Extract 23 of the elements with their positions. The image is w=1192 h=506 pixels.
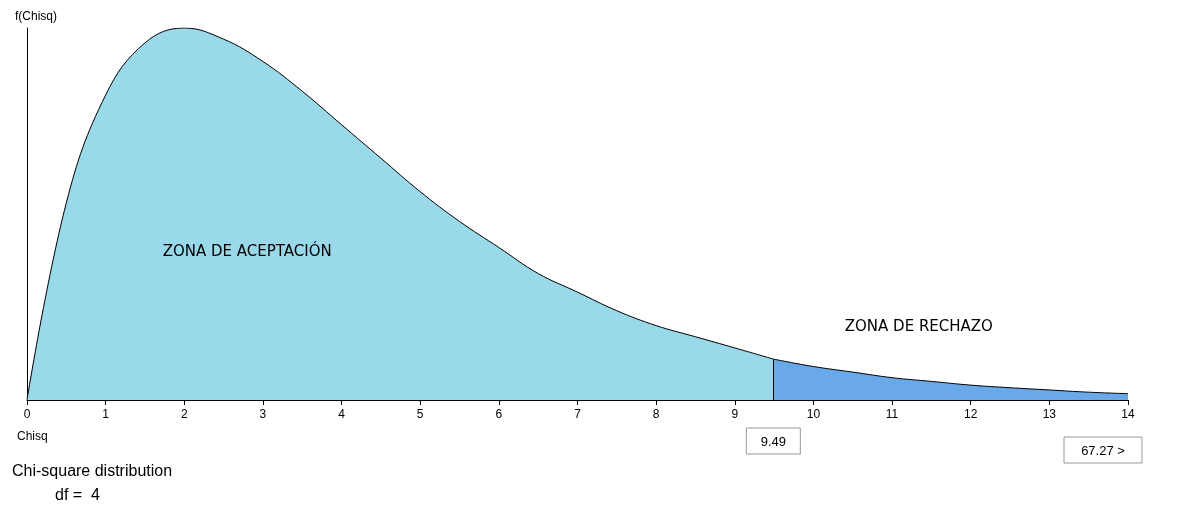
text: 67.27 > [1081,442,1125,458]
x-tick-label: 1 [102,407,110,421]
x-tick-label: 14 [1121,407,1135,421]
series-label: ZONA DE ACEPTACIÓN [162,241,332,261]
x-axis-title: Chisq [17,429,48,443]
x-tick-label: 13 [1042,407,1057,421]
x-tick-label: 9 [731,407,739,421]
x-tick-label: 5 [416,407,424,421]
text: df = 4 [55,485,101,503]
x-tick-label: 7 [574,407,582,421]
x-tick-label: 10 [806,407,821,421]
x-tick-label: 3 [259,407,267,421]
text: ZONA DE RECHAZO [844,316,993,335]
x-tick-label: 8 [652,407,660,421]
y-axis-title: f(Chisq) [15,9,58,23]
text: Chi-square distribution [12,461,173,479]
x-tick-label: 6 [495,407,503,421]
ref-line-label: 9.49 [760,433,786,449]
x-tick-label: 4 [338,407,346,421]
x-tick-label: 0 [23,407,31,421]
x-tick-label: 11 [885,407,899,421]
x-tick-label: 12 [964,407,978,421]
x-tick-label: 2 [180,407,188,421]
